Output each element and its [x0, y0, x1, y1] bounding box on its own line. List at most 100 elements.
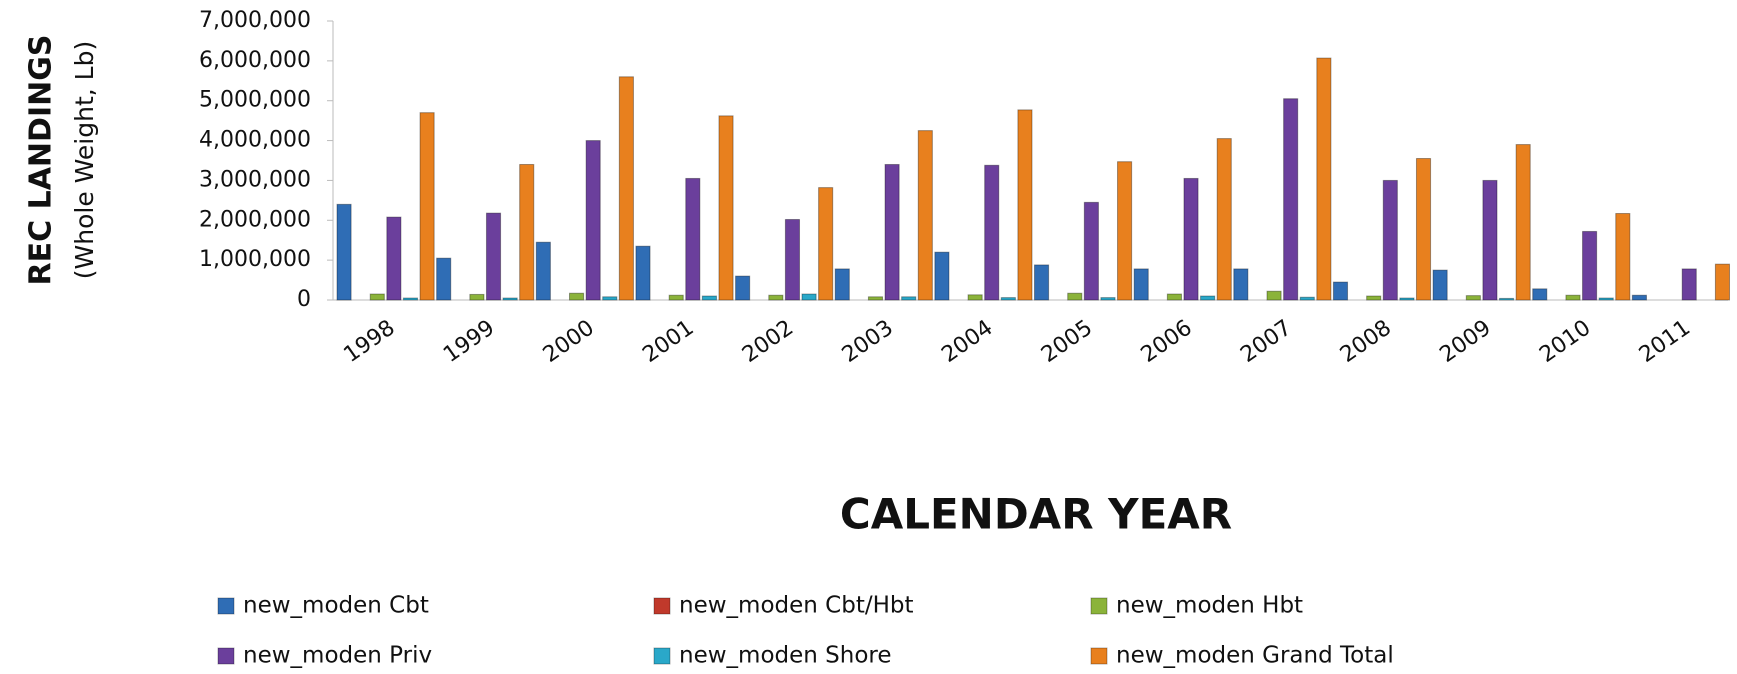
bar: [1681, 268, 1697, 301]
legend-label: new_moden Cbt/Hbt: [679, 593, 914, 619]
x-tick-label: 2003: [838, 315, 898, 368]
bar: [502, 297, 518, 301]
bar: [1332, 281, 1349, 301]
legend-label: new_moden Shore: [679, 643, 892, 669]
bar: [535, 241, 551, 301]
bar: [485, 212, 502, 301]
bar: [1316, 57, 1332, 301]
bar: [1382, 179, 1398, 301]
bar: [469, 293, 485, 301]
bar: [1117, 161, 1133, 301]
bar: [369, 293, 385, 301]
x-axis-title: CALENDAR YEAR: [840, 490, 1232, 539]
bar: [1266, 290, 1282, 301]
legend-label: new_moden Priv: [243, 643, 432, 669]
bar: [1283, 98, 1299, 301]
bar: [1532, 288, 1548, 301]
bar: [1166, 293, 1182, 301]
bar: [1598, 297, 1614, 301]
bar: [701, 295, 717, 301]
legend-swatch: [217, 647, 235, 665]
bar: [402, 297, 419, 301]
bar: [884, 163, 900, 301]
bar: [718, 115, 734, 301]
bar: [618, 76, 634, 301]
bar: [818, 187, 834, 301]
bar: [917, 130, 933, 301]
bar: [1183, 177, 1199, 301]
bar: [1017, 109, 1033, 301]
x-tick-label: 1999: [439, 315, 499, 368]
bar: [1615, 213, 1631, 301]
legend-label: new_moden Hbt: [1116, 593, 1303, 619]
bar: [768, 294, 784, 301]
y-tick-label: 5,000,000: [199, 88, 311, 113]
y-tick-label: 3,000,000: [199, 167, 311, 192]
bar: [984, 164, 1000, 301]
bar: [419, 112, 435, 301]
y-tick-label: 7,000,000: [199, 8, 311, 33]
bar: [1000, 297, 1016, 301]
bar: [436, 257, 452, 301]
bar: [1366, 295, 1382, 301]
legend-swatch: [1090, 597, 1108, 615]
bar: [1582, 230, 1598, 301]
bar: [585, 140, 601, 301]
x-tick-label: 2004: [937, 315, 997, 368]
bar: [867, 296, 884, 301]
y-axis-subtitle: (Whole Weight, Lb): [70, 41, 99, 279]
bar: [569, 292, 585, 301]
bar: [336, 203, 352, 301]
bar: [901, 296, 917, 301]
bar: [1216, 138, 1232, 301]
bar: [1714, 263, 1731, 301]
bar: [1631, 294, 1647, 301]
y-tick-label: 1,000,000: [199, 247, 311, 272]
bar: [1499, 297, 1515, 301]
x-tick-label: 2011: [1635, 315, 1695, 368]
x-tick-label: 1998: [339, 315, 399, 368]
x-tick-label: 2001: [638, 315, 698, 368]
bar: [934, 251, 950, 301]
legend-swatch: [217, 597, 235, 615]
bar: [1133, 268, 1149, 301]
legend-label: new_moden Cbt: [243, 593, 429, 619]
legend-swatch: [1090, 647, 1108, 665]
x-tick-label: 2000: [539, 315, 599, 368]
x-tick-label: 2008: [1336, 315, 1396, 368]
y-tick-label: 4,000,000: [199, 128, 311, 153]
bar: [735, 275, 751, 301]
bar: [1067, 292, 1083, 301]
bar: [967, 294, 983, 301]
bar: [1233, 268, 1249, 301]
bar: [801, 293, 817, 301]
bar: [784, 218, 801, 301]
bar: [1432, 269, 1448, 301]
legend-swatch: [653, 647, 671, 665]
bar: [1515, 144, 1531, 301]
y-tick-label: 2,000,000: [199, 207, 311, 232]
bar: [1565, 294, 1581, 301]
legend-label: new_moden Grand Total: [1116, 643, 1394, 669]
x-tick-label: 2009: [1436, 315, 1496, 368]
bar: [602, 296, 618, 301]
bar: [1415, 158, 1432, 301]
x-tick-label: 2005: [1037, 315, 1097, 368]
bar: [1100, 297, 1116, 301]
x-tick-label: 2006: [1137, 315, 1197, 368]
x-tick-label: 2010: [1535, 315, 1595, 368]
bar: [1200, 295, 1216, 301]
bar: [386, 216, 402, 301]
bar: [834, 268, 850, 301]
y-tick-label: 6,000,000: [199, 48, 311, 73]
bar: [519, 163, 535, 301]
bar: [635, 245, 651, 301]
y-tick-label: 0: [297, 287, 311, 312]
bar: [685, 177, 701, 301]
bar: [1482, 179, 1498, 301]
bar: [1034, 264, 1050, 301]
legend-swatch: [653, 597, 671, 615]
bar: [1299, 296, 1315, 301]
bar: [1083, 201, 1099, 301]
bar: [668, 294, 684, 301]
